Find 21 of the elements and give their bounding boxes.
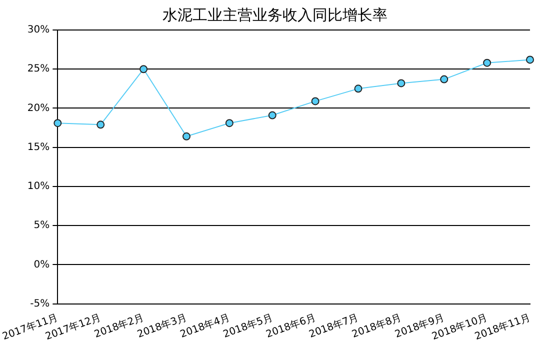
point — [526, 56, 534, 64]
point — [440, 75, 448, 84]
point — [483, 58, 492, 67]
point — [354, 84, 362, 93]
y-tick-label: 0% — [34, 259, 50, 270]
y-tick-label: 25% — [27, 64, 50, 75]
point — [397, 79, 406, 88]
point — [268, 111, 276, 120]
chart-title: 水泥工业主营业务收入同比增长率 — [162, 6, 388, 25]
y-tick-label: 10% — [27, 181, 50, 192]
point — [140, 65, 148, 74]
y-tick-label: -5% — [30, 298, 50, 310]
point — [311, 97, 320, 106]
point — [182, 132, 190, 140]
point — [225, 119, 234, 128]
y-tick-label: 15% — [27, 142, 50, 153]
point — [96, 120, 105, 129]
point — [54, 119, 62, 128]
y-tick-label: 5% — [34, 220, 50, 232]
y-tick-label: 30% — [27, 24, 50, 36]
y-tick-label: 20% — [27, 102, 50, 114]
